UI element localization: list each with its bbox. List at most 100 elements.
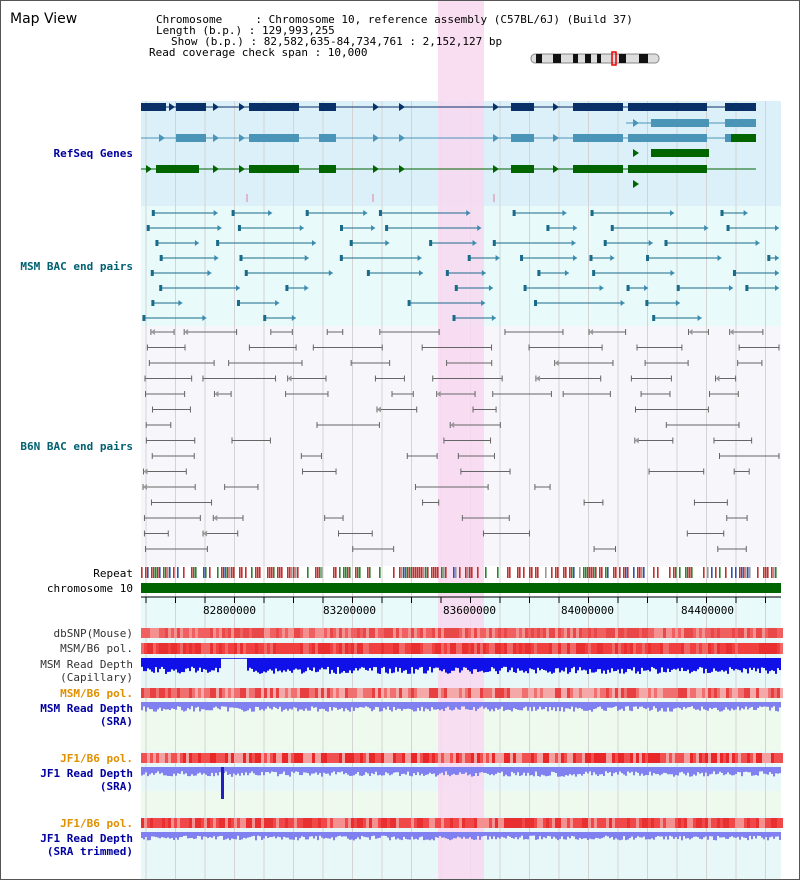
depth-bar bbox=[143, 658, 145, 672]
heat-cell bbox=[666, 753, 669, 763]
track-label-jf1-depth-sra[interactable]: JF1 Read Depth bbox=[40, 767, 133, 780]
depth-bar bbox=[571, 832, 573, 836]
depth-bar bbox=[601, 702, 603, 709]
bac-end bbox=[546, 225, 550, 231]
heat-cell bbox=[534, 818, 537, 828]
heat-cell bbox=[387, 818, 390, 828]
heat-cell bbox=[717, 688, 720, 698]
depth-bar bbox=[287, 767, 289, 776]
heat-cell bbox=[474, 643, 477, 654]
depth-bar bbox=[305, 702, 307, 709]
depth-bar bbox=[261, 832, 263, 840]
bac-end-arrow bbox=[299, 225, 304, 231]
depth-bar bbox=[637, 832, 639, 837]
track-label-msm-b6-pol-1[interactable]: MSM/B6 pol. bbox=[60, 642, 133, 655]
heat-cell bbox=[564, 753, 567, 763]
depth-bar bbox=[709, 702, 711, 708]
heat-cell bbox=[618, 628, 621, 638]
repeat-element bbox=[345, 567, 347, 578]
bac-end bbox=[155, 240, 159, 246]
heat-cell bbox=[399, 628, 402, 638]
heat-cell bbox=[174, 643, 177, 654]
depth-bar bbox=[259, 767, 261, 776]
heat-cell bbox=[456, 753, 459, 763]
heat-cell bbox=[693, 643, 696, 654]
track-label-msm-depth-cap[interactable]: MSM Read Depth bbox=[40, 658, 133, 671]
heat-cell bbox=[303, 818, 306, 828]
depth-bar bbox=[451, 702, 453, 711]
track-label-msm-bac[interactable]: MSM BAC end pairs bbox=[20, 260, 133, 273]
track-label-msm-b6-pol-2[interactable]: MSM/B6 pol. bbox=[60, 687, 133, 700]
track-label-jf1-depth-trim[interactable]: JF1 Read Depth bbox=[40, 832, 133, 845]
depth-bar bbox=[167, 658, 169, 672]
heat-cell bbox=[654, 753, 657, 763]
repeat-element bbox=[183, 567, 185, 578]
heat-cell bbox=[699, 753, 702, 763]
heat-cell bbox=[672, 753, 675, 763]
track-label-chromosome[interactable]: chromosome 10 bbox=[46, 582, 133, 595]
heat-cell bbox=[780, 753, 783, 763]
heat-cell bbox=[210, 643, 213, 654]
repeat-element bbox=[295, 567, 297, 578]
heat-cell bbox=[576, 643, 579, 654]
repeat-element bbox=[731, 567, 733, 578]
bac-end bbox=[520, 255, 524, 261]
depth-bar bbox=[673, 767, 675, 777]
heat-cell bbox=[336, 688, 339, 698]
depth-bar bbox=[477, 767, 479, 776]
heat-cell bbox=[711, 628, 714, 638]
heat-cell bbox=[525, 818, 528, 828]
heat-cell bbox=[228, 628, 231, 638]
depth-bar bbox=[363, 767, 365, 776]
heat-cell bbox=[687, 753, 690, 763]
depth-bar bbox=[305, 767, 307, 773]
heat-cell bbox=[237, 628, 240, 638]
repeat-element bbox=[557, 567, 559, 578]
heat-cell bbox=[351, 753, 354, 763]
heat-cell bbox=[510, 643, 513, 654]
heat-cell bbox=[753, 818, 756, 828]
heat-cell bbox=[537, 628, 540, 638]
heat-cell bbox=[633, 753, 636, 763]
depth-bar bbox=[413, 702, 415, 712]
track-label-jf1-b6-pol-1[interactable]: JF1/B6 pol. bbox=[60, 752, 133, 765]
depth-bar bbox=[699, 767, 701, 774]
depth-bar bbox=[259, 702, 261, 711]
heat-cell bbox=[297, 628, 300, 638]
track-label-jf1-b6-pol-2[interactable]: JF1/B6 pol. bbox=[60, 817, 133, 830]
depth-bar bbox=[745, 767, 747, 772]
gene-feature bbox=[651, 119, 709, 127]
track-label-repeat[interactable]: Repeat bbox=[93, 567, 133, 580]
depth-bar bbox=[289, 702, 291, 709]
depth-bar bbox=[277, 767, 279, 777]
depth-bar bbox=[669, 658, 671, 672]
depth-bar bbox=[393, 832, 395, 837]
depth-bar bbox=[263, 658, 265, 672]
depth-bar bbox=[249, 832, 251, 838]
depth-bar bbox=[493, 832, 495, 837]
depth-bar bbox=[543, 658, 545, 670]
track-label-b6n-bac[interactable]: B6N BAC end pairs bbox=[20, 440, 133, 453]
repeat-element bbox=[641, 567, 643, 578]
depth-bar bbox=[739, 767, 741, 773]
track-label-dbsnp[interactable]: dbSNP(Mouse) bbox=[53, 627, 133, 640]
track-label-refseq[interactable]: RefSeq Genes bbox=[53, 147, 133, 160]
heat-cell bbox=[726, 753, 729, 763]
heat-cell bbox=[585, 688, 588, 698]
heat-cell bbox=[594, 753, 597, 763]
heat-cell bbox=[450, 643, 453, 654]
heat-cell bbox=[750, 753, 753, 763]
depth-bar bbox=[313, 832, 315, 839]
track-label-msm-depth-sra[interactable]: MSM Read Depth bbox=[40, 702, 133, 715]
repeat-element bbox=[497, 567, 499, 578]
heat-cell bbox=[294, 753, 297, 763]
heat-cell bbox=[672, 688, 675, 698]
depth-bar bbox=[339, 658, 341, 674]
heat-cell bbox=[261, 818, 264, 828]
heat-cell bbox=[591, 628, 594, 638]
depth-bar bbox=[773, 658, 775, 672]
depth-bar bbox=[701, 832, 703, 840]
heat-cell bbox=[624, 818, 627, 828]
depth-bar bbox=[233, 658, 235, 659]
